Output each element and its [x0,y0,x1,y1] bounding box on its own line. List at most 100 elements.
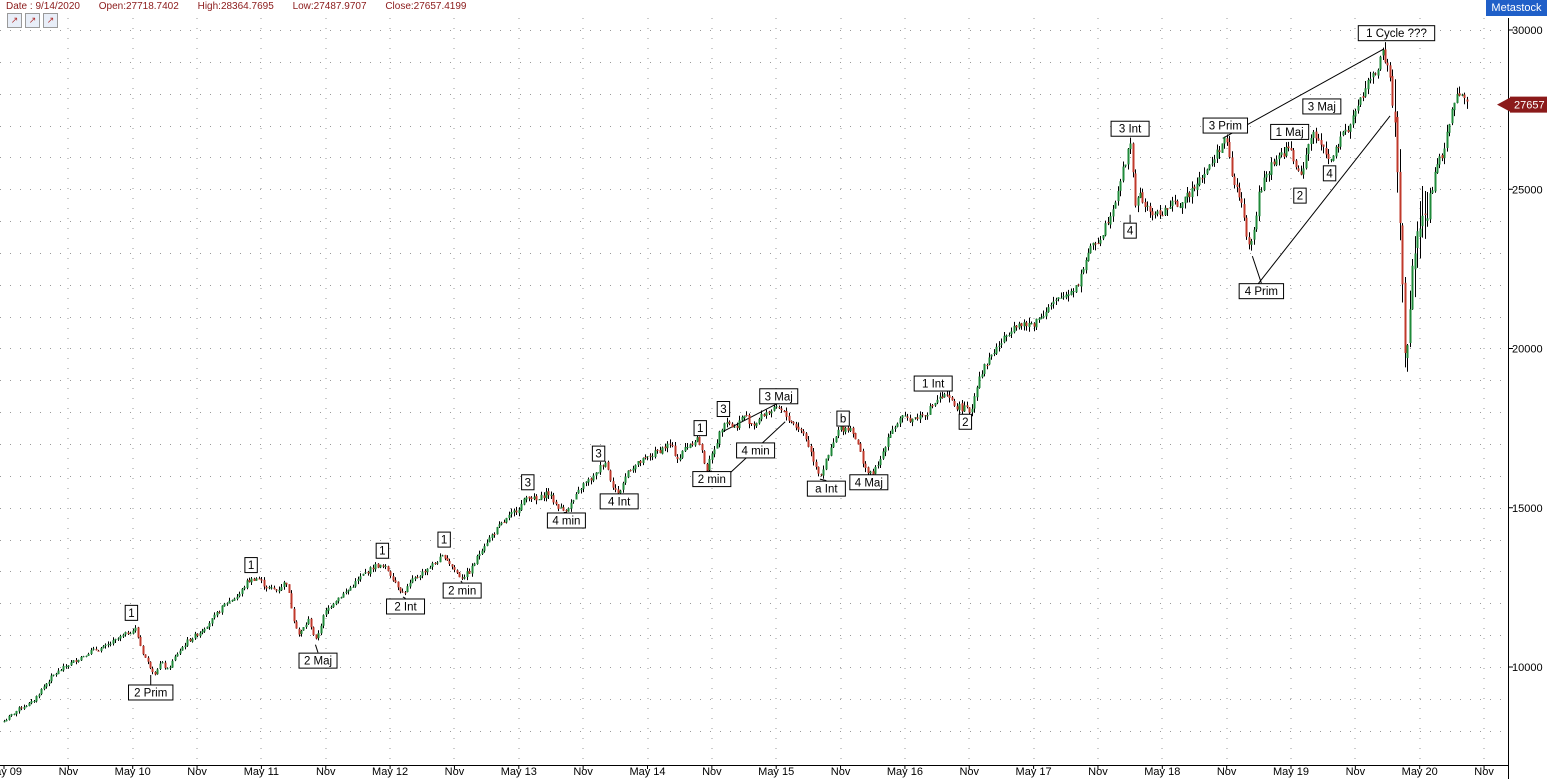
candle-body [1062,296,1065,298]
candle-body [773,406,776,411]
chart-icon[interactable]: ↗ [7,13,22,28]
candle-body [30,701,33,704]
x-tick-label: May 12 [372,766,408,778]
candle-body [404,592,407,594]
annotation-label: 4 [1326,168,1333,180]
candle-body [1317,138,1320,141]
candle-body [102,646,105,649]
candle-body [1330,159,1333,161]
candle-body [114,638,117,641]
candle-body [95,649,98,651]
candle-body [1109,216,1112,225]
candle-body [1097,242,1100,244]
candle-body [109,643,112,645]
candle-body [1300,171,1303,175]
candle-body [1270,162,1273,175]
candle-body [963,405,966,412]
candle-body [1310,138,1313,145]
candle-body [1283,153,1286,157]
candle-body [1013,325,1016,333]
candle-body [743,415,746,419]
candle-body [822,469,825,476]
candle-body [1198,177,1201,186]
candle-body [790,420,793,423]
candle-body [1389,65,1392,78]
candle-body [1386,62,1389,66]
trendline [1222,48,1384,139]
candle-body [1268,173,1271,176]
candle-body [990,354,993,357]
candle-body [1349,124,1352,132]
candle-body [1374,73,1377,75]
candle-body [43,686,46,690]
candle-body [1080,273,1083,287]
annotation-label: 3 [525,477,531,489]
candle-body [1134,173,1137,206]
candle-body [726,422,729,424]
candle-body [696,437,699,442]
candle-body [451,564,454,567]
candle-body [718,431,721,444]
candle-body [666,443,669,449]
candle-body [515,510,518,513]
candle-body [780,408,783,411]
annotation-label: 1 [128,608,134,620]
candle-body [557,504,560,509]
annotation-box [546,512,586,529]
candle-body [503,522,506,524]
candle-body [55,673,58,675]
candle-body [439,556,442,563]
candle-body [1020,323,1023,326]
annotation-label: 1 [697,423,703,435]
candle-body [837,429,840,436]
candle-body [1446,131,1449,148]
candle-body [461,577,464,579]
price-label-bg [1510,96,1547,113]
candle-body [691,443,694,445]
candle-body [253,578,256,582]
candle-body [533,496,536,500]
trendlines [723,48,1391,480]
candle-body [624,476,627,483]
candle-body [973,396,976,409]
candle-body [951,397,954,401]
annotation-label: 3 [595,449,601,461]
candle-body [919,415,922,420]
candle-body [87,653,90,656]
candle-body [359,576,362,580]
candle-body [676,456,679,460]
x-tick-label: Nov [959,766,979,778]
annotation-box [693,420,707,437]
candle-body [401,591,404,593]
candle-body [800,429,803,431]
candle-body [176,653,179,657]
candle-body [1342,131,1345,136]
x-tick-label: Nov [831,766,851,778]
annotation-box [124,604,139,621]
candle-body [15,710,18,715]
candle-body [916,417,919,419]
annotation-box [128,684,174,701]
candle-body [656,449,659,451]
candle-body [127,632,130,635]
candle-body [698,436,701,445]
candle-body [684,447,687,452]
x-tick-label: Nov [445,766,465,778]
candle-body [493,534,496,536]
candle-body [983,364,986,374]
chart-icon[interactable]: ↗ [43,13,58,28]
candle-body [847,427,850,431]
candle-body [52,674,55,676]
candle-body [1295,160,1298,168]
annotation-label: 2 Prim [134,687,167,699]
ohlc-infobar: Date : 9/14/2020 Open:27718.7402 High:28… [6,1,483,12]
candle-body [968,407,971,413]
candle-body [243,587,246,589]
candle-body [392,576,395,581]
candle-body [1258,191,1261,217]
candle-body [342,593,345,598]
candle-body [580,489,583,491]
candle-body [1159,210,1162,215]
candle-body [347,590,350,592]
chart-icon[interactable]: ↗ [25,13,40,28]
